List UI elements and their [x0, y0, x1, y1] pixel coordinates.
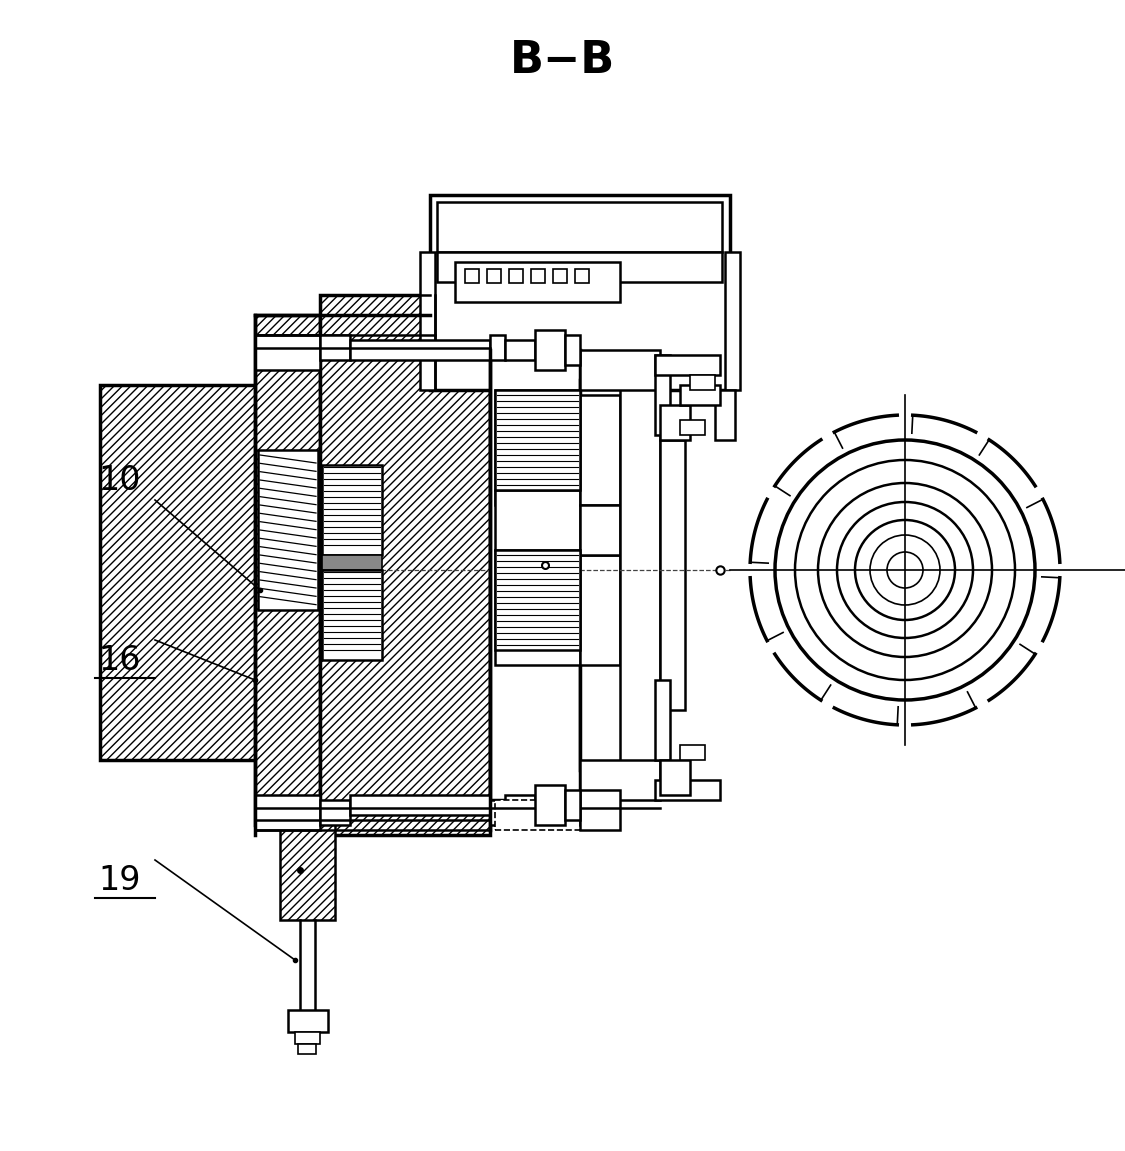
Bar — [490, 335, 505, 360]
Bar — [620, 380, 660, 770]
Bar — [465, 269, 479, 283]
Bar — [680, 420, 705, 435]
Bar — [495, 800, 580, 830]
Bar — [580, 790, 620, 830]
Bar — [322, 555, 383, 570]
Text: 19: 19 — [99, 863, 142, 897]
Bar — [660, 760, 690, 795]
Bar — [536, 330, 565, 369]
Bar — [322, 570, 383, 660]
Bar — [495, 390, 580, 505]
Bar — [255, 315, 319, 825]
Bar — [255, 795, 319, 830]
Bar — [295, 1032, 319, 1044]
Bar — [319, 800, 350, 825]
Bar — [455, 262, 620, 302]
Bar — [490, 800, 505, 825]
Bar — [487, 269, 501, 283]
Bar — [495, 390, 580, 490]
Bar — [508, 269, 523, 283]
Bar — [680, 384, 720, 405]
Bar — [575, 269, 590, 283]
Bar — [690, 375, 716, 390]
Bar — [495, 550, 580, 665]
Bar — [565, 790, 580, 820]
Bar — [716, 390, 735, 440]
Bar — [319, 335, 350, 360]
Bar — [495, 490, 580, 550]
Bar — [580, 555, 620, 665]
Bar — [490, 350, 580, 800]
Bar — [655, 355, 670, 435]
Bar — [288, 1009, 328, 1032]
Bar — [350, 340, 490, 360]
Bar — [298, 1044, 316, 1054]
Bar — [322, 465, 383, 555]
Bar — [580, 760, 660, 800]
Bar — [436, 201, 722, 252]
Bar — [660, 440, 685, 710]
Bar — [505, 795, 536, 815]
Bar — [554, 269, 567, 283]
Bar — [565, 335, 580, 365]
Text: 10: 10 — [99, 464, 142, 496]
Bar — [580, 350, 660, 390]
Bar — [430, 195, 730, 390]
Bar — [280, 820, 335, 920]
Bar — [724, 252, 740, 390]
Bar — [505, 340, 536, 360]
Bar — [495, 550, 580, 650]
Bar — [319, 295, 490, 834]
Bar — [258, 450, 318, 610]
Bar — [420, 252, 435, 390]
Bar — [660, 405, 690, 440]
Bar — [536, 785, 565, 825]
Bar — [580, 505, 620, 555]
Bar — [655, 680, 670, 760]
Bar — [655, 355, 720, 375]
Bar — [580, 395, 620, 505]
Bar — [100, 384, 260, 760]
Text: 16: 16 — [99, 643, 142, 677]
Text: B−B: B−B — [510, 38, 614, 82]
Bar — [531, 269, 544, 283]
Bar — [350, 795, 490, 815]
Bar — [680, 745, 705, 760]
Bar — [580, 380, 660, 770]
Bar — [436, 252, 722, 282]
Bar — [255, 335, 319, 369]
Bar — [655, 780, 720, 800]
